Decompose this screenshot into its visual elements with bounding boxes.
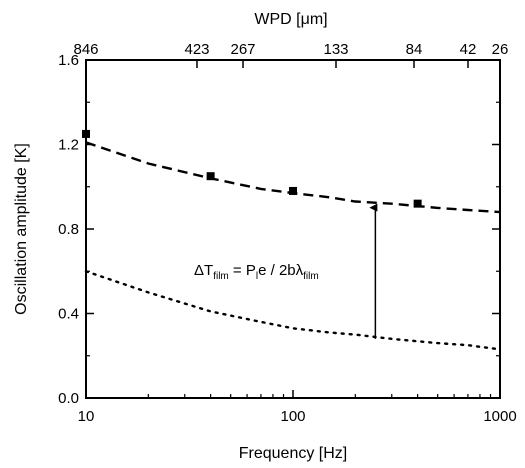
fit-curve-dashed <box>85 141 501 214</box>
y-tick-label: 0.8 <box>58 221 79 238</box>
top-axis-tick-label: 423 <box>184 41 209 58</box>
annotation-part-sub-l: l <box>256 271 258 282</box>
data-point-square <box>289 186 297 195</box>
y-tick-label: 0.0 <box>58 390 79 407</box>
fit-curve-dotted <box>84 270 502 351</box>
top-axis-tick-label: 26 <box>492 41 509 58</box>
annotation-part-e-2b-lambda: e / 2bλ <box>258 262 304 279</box>
plot-frame <box>85 59 501 399</box>
annotation-part-sub-film-2: film <box>303 271 319 282</box>
top-axis-tick-label: 42 <box>460 41 477 58</box>
annotation-formula: ΔTfilm = Ple / 2bλfilm <box>194 262 319 282</box>
annotation-part-sub-film-1: film <box>213 271 229 282</box>
data-point-square <box>413 199 422 208</box>
axes-layer <box>85 59 501 399</box>
top-axis-tick-label: 133 <box>323 41 348 58</box>
top-axis-tick-label: 846 <box>73 41 98 58</box>
y-tick-label: 1.2 <box>58 137 79 154</box>
y-axis-title: Oscillation amplitude [K] <box>13 143 30 315</box>
annotation-part-equals-p: = P <box>229 262 256 279</box>
top-axis-tick-label: 84 <box>406 41 423 58</box>
x-axis-title: Frequency [Hz] <box>239 445 347 462</box>
x-tick-label: 1000 <box>483 408 516 425</box>
y-tick-label: 0.4 <box>58 306 79 323</box>
annotation-part-delta-t: ΔT <box>194 262 213 279</box>
top-axis-title: WPD [μm] <box>254 11 327 28</box>
top-axis-tick-label: 267 <box>230 41 255 58</box>
series-layer <box>82 129 502 351</box>
x-tick-label: 10 <box>78 408 95 425</box>
x-tick-label: 100 <box>280 408 305 425</box>
data-point-square <box>206 172 215 181</box>
y-tick-label: 1.6 <box>58 52 79 69</box>
